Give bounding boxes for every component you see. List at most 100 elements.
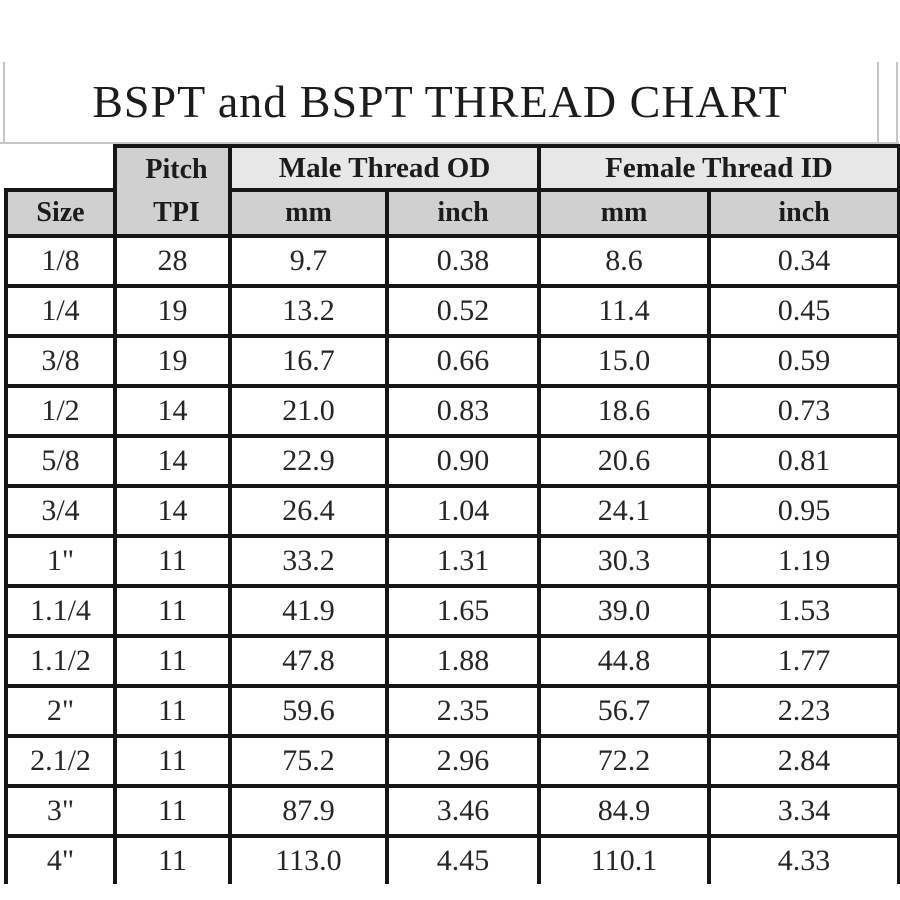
cell-tpi: 11 <box>113 784 232 838</box>
table-row: 1/8 28 9.7 0.38 8.6 0.34 <box>4 234 900 288</box>
grid-line-right-outer <box>896 62 898 142</box>
cell-male_inch: 2.35 <box>384 684 542 738</box>
cell-male_mm: 87.9 <box>228 784 389 838</box>
cell-size: 1" <box>4 534 117 588</box>
page-title: BSPT and BSPT THREAD CHART <box>92 76 788 127</box>
cell-male_inch: 0.66 <box>384 334 542 388</box>
grid-line-right-inner <box>877 62 879 142</box>
cell-male_mm: 26.4 <box>228 484 389 538</box>
cell-female_inch: 3.34 <box>707 784 900 838</box>
cell-male_mm: 16.7 <box>228 334 389 388</box>
cell-female_inch: 2.84 <box>707 734 900 788</box>
cell-male_inch: 1.88 <box>384 634 542 688</box>
cell-female_mm: 30.3 <box>537 534 712 588</box>
table-row: 3" 11 87.9 3.46 84.9 3.34 <box>4 784 900 838</box>
cell-female_mm: 72.2 <box>537 734 712 788</box>
cell-size: 4" <box>4 834 117 884</box>
grid-line-horizontal <box>0 142 899 144</box>
cell-female_mm: 8.6 <box>537 234 712 288</box>
cell-tpi: 14 <box>113 384 232 438</box>
header-sub-row: Size mm inch mm inch <box>4 188 900 238</box>
cell-tpi: 14 <box>113 434 232 488</box>
column-header-pitch-tpi: Pitch TPI <box>113 144 232 238</box>
table-row: 2.1/2 11 75.2 2.96 72.2 2.84 <box>4 734 900 788</box>
table-row: 1/2 14 21.0 0.83 18.6 0.73 <box>4 384 900 438</box>
cell-male_inch: 1.65 <box>384 584 542 638</box>
cell-size: 1/8 <box>4 234 117 288</box>
cell-size: 2.1/2 <box>4 734 117 788</box>
table-row: 1/4 19 13.2 0.52 11.4 0.45 <box>4 284 900 338</box>
cell-tpi: 28 <box>113 234 232 288</box>
cell-female_mm: 11.4 <box>537 284 712 338</box>
thread-chart-table: Pitch TPI Male Thread OD Female Thread I… <box>4 143 900 884</box>
cell-female_inch: 0.73 <box>707 384 900 438</box>
cell-female_inch: 0.45 <box>707 284 900 338</box>
cell-tpi: 11 <box>113 534 232 588</box>
table-body: 1/8 28 9.7 0.38 8.6 0.34 1/4 19 13.2 0.52 11.4 0.45… <box>4 234 900 884</box>
cell-female_inch: 0.81 <box>707 434 900 488</box>
cell-male_mm: 21.0 <box>228 384 389 438</box>
cell-male_mm: 75.2 <box>228 734 389 788</box>
cell-tpi: 11 <box>113 834 232 884</box>
cell-female_inch: 0.59 <box>707 334 900 388</box>
cell-female_inch: 4.33 <box>707 834 900 884</box>
cell-male_inch: 0.52 <box>384 284 542 338</box>
cell-male_mm: 59.6 <box>228 684 389 738</box>
cell-male_inch: 3.46 <box>384 784 542 838</box>
pitch-label: Pitch <box>145 154 208 185</box>
table-row: 3/8 19 16.7 0.66 15.0 0.59 <box>4 334 900 388</box>
title-band: BSPT and BSPT THREAD CHART <box>0 62 900 142</box>
cell-female_inch: 0.95 <box>707 484 900 538</box>
cell-male_mm: 22.9 <box>228 434 389 488</box>
cell-female_inch: 1.19 <box>707 534 900 588</box>
table-row: 4" 11 113.0 4.45 110.1 4.33 <box>4 834 900 884</box>
cell-male_mm: 113.0 <box>228 834 389 884</box>
cell-female_mm: 15.0 <box>537 334 712 388</box>
table-row: 1.1/2 11 47.8 1.88 44.8 1.77 <box>4 634 900 688</box>
column-group-male-thread-od: Male Thread OD <box>227 143 542 193</box>
cell-female_inch: 2.23 <box>707 684 900 738</box>
column-header-male-mm: mm <box>228 188 389 238</box>
cell-size: 3" <box>4 784 117 838</box>
tpi-label: TPI <box>153 197 200 228</box>
cell-female_mm: 56.7 <box>537 684 712 738</box>
table-row: 2" 11 59.6 2.35 56.7 2.23 <box>4 684 900 738</box>
column-header-size: Size <box>4 188 117 238</box>
column-group-female-thread-id: Female Thread ID <box>537 143 900 193</box>
blank-corner-cell <box>6 146 117 193</box>
cell-size: 2" <box>4 684 117 738</box>
table-row: 1.1/4 11 41.9 1.65 39.0 1.53 <box>4 584 900 638</box>
cell-male_inch: 1.31 <box>384 534 542 588</box>
cell-male_inch: 4.45 <box>384 834 542 884</box>
header-group-row: Pitch TPI Male Thread OD Female Thread I… <box>6 143 900 238</box>
cell-female_inch: 0.34 <box>707 234 900 288</box>
cell-female_mm: 18.6 <box>537 384 712 438</box>
column-header-female-mm: mm <box>537 188 712 238</box>
cell-female_inch: 1.53 <box>707 584 900 638</box>
grid-line-left <box>3 62 5 142</box>
cell-tpi: 11 <box>113 584 232 638</box>
cell-male_inch: 0.38 <box>384 234 542 288</box>
table-header: Pitch TPI Male Thread OD Female Thread I… <box>4 143 900 238</box>
cell-tpi: 11 <box>113 684 232 738</box>
cell-male_mm: 13.2 <box>228 284 389 338</box>
cell-male_mm: 41.9 <box>228 584 389 638</box>
cell-tpi: 11 <box>113 734 232 788</box>
cell-size: 1/4 <box>4 284 117 338</box>
cell-female_mm: 39.0 <box>537 584 712 638</box>
cell-tpi: 14 <box>113 484 232 538</box>
cell-tpi: 19 <box>113 334 232 388</box>
cell-tpi: 19 <box>113 284 232 338</box>
cell-male_inch: 0.90 <box>384 434 542 488</box>
cell-size: 5/8 <box>4 434 117 488</box>
cell-male_mm: 47.8 <box>228 634 389 688</box>
cell-female_mm: 110.1 <box>537 834 712 884</box>
table-row: 1" 11 33.2 1.31 30.3 1.19 <box>4 534 900 588</box>
cell-female_mm: 44.8 <box>537 634 712 688</box>
cell-male_mm: 33.2 <box>228 534 389 588</box>
column-header-female-inch: inch <box>707 188 900 238</box>
cell-tpi: 11 <box>113 634 232 688</box>
table-row: 3/4 14 26.4 1.04 24.1 0.95 <box>4 484 900 538</box>
cell-size: 3/4 <box>4 484 117 538</box>
